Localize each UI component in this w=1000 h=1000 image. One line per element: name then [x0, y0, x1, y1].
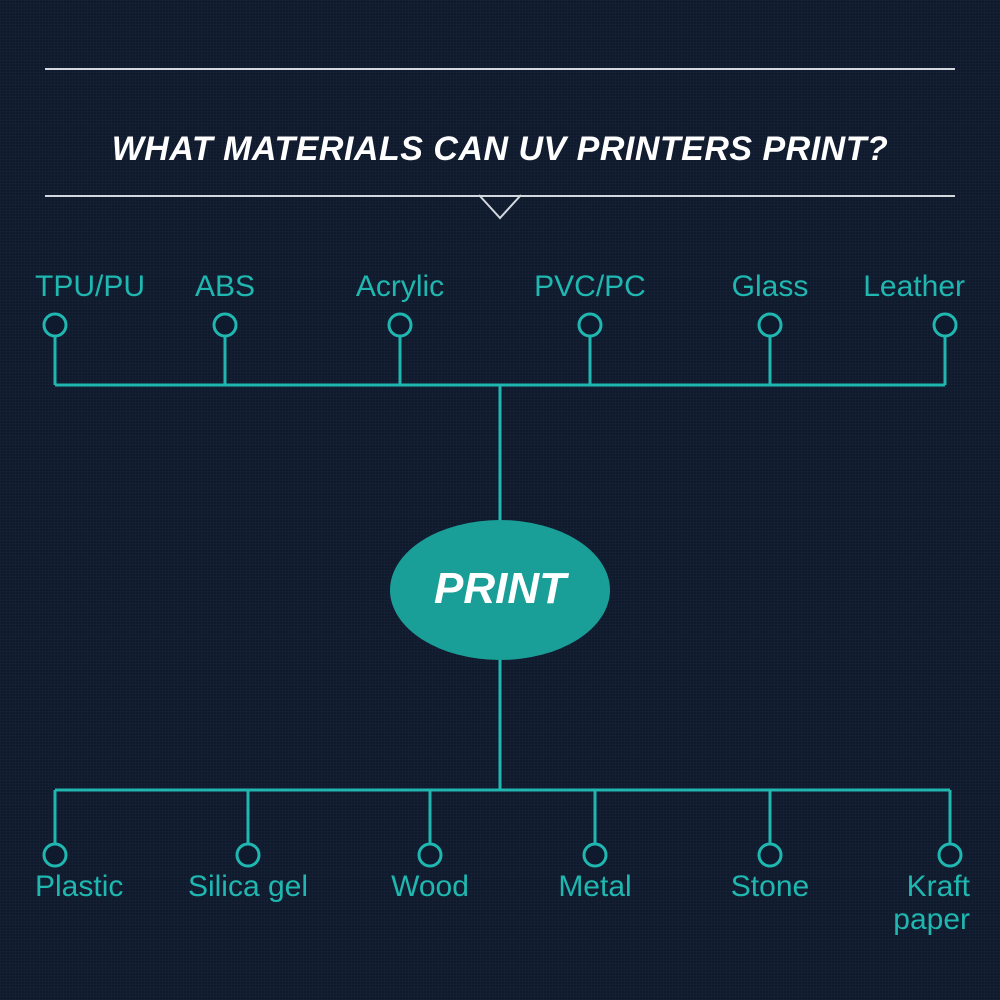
material-label: Silica gel — [148, 870, 348, 903]
center-node-label: PRINT — [390, 564, 610, 614]
material-label: ABS — [125, 270, 325, 303]
materials-diagram — [0, 0, 1000, 1000]
material-label: Metal — [495, 870, 695, 903]
material-label: Acrylic — [300, 270, 500, 303]
material-label: Leather — [765, 270, 965, 303]
material-label: Kraft paper — [770, 870, 970, 936]
material-label: PVC/PC — [490, 270, 690, 303]
